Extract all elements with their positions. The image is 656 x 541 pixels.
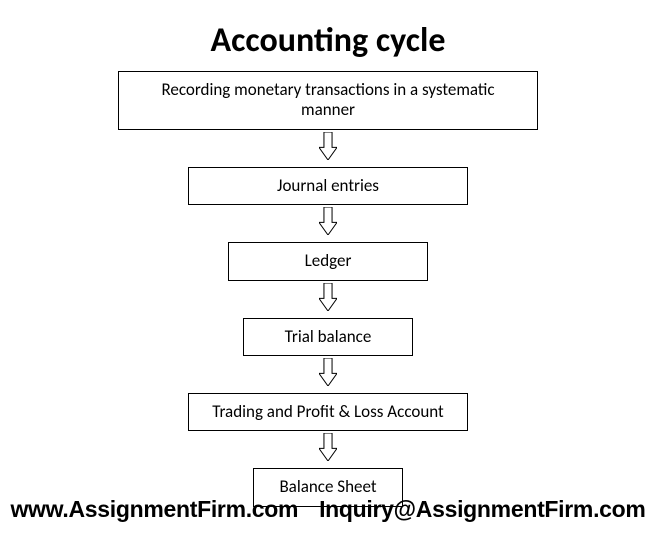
page-title: Accounting cycle [0,0,656,71]
flow-arrow [319,207,337,240]
flow-node: Trading and Profit & Loss Account [188,393,468,431]
flow-node: Trial balance [243,318,413,356]
flow-arrow [319,283,337,316]
flow-node: Recording monetary transactions in a sys… [118,71,538,130]
flow-node: Ledger [228,242,428,280]
footer-website: www.AssignmentFirm.com [10,496,298,523]
footer-email: Inquiry@AssignmentFirm.com [319,496,645,523]
flow-arrow [319,358,337,391]
footer: www.AssignmentFirm.com Inquiry@Assignmen… [0,496,656,523]
flow-node: Journal entries [188,167,468,205]
flowchart: Recording monetary transactions in a sys… [0,71,656,507]
flow-arrow [319,433,337,466]
flow-arrow [319,132,337,165]
